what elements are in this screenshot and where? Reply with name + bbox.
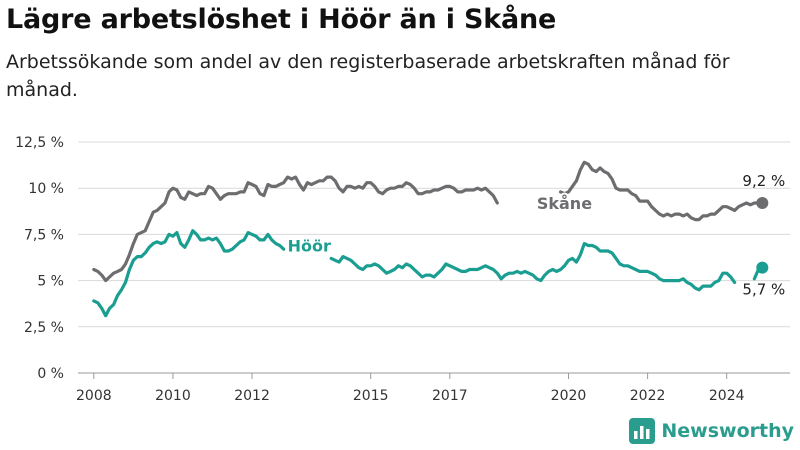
series-end-point xyxy=(756,261,769,274)
series-name-label: Skåne xyxy=(537,194,592,213)
x-axis: 2008 2010 2012 2015 2017 2020 2022 2024 xyxy=(76,373,745,404)
series-line-skane xyxy=(559,160,764,222)
newsworthy-logo: Newsworthy xyxy=(629,418,794,444)
y-tick-label: 0 % xyxy=(37,366,64,382)
bar-chart-icon xyxy=(629,418,656,444)
chart-title: Lägre arbetslöshet i Höör än i Skåne xyxy=(6,4,557,35)
chart-subtitle: Arbetssökande som andel av den registerb… xyxy=(6,51,730,101)
series-name-label: Höör xyxy=(288,236,331,255)
y-tick-label: 10 % xyxy=(28,181,64,197)
series-labels: Skåne 9,2 % Höör 5,7 % xyxy=(286,172,786,299)
series-line-skane xyxy=(92,175,499,283)
y-tick-label: 7,5 % xyxy=(24,227,64,243)
series-end-value: 9,2 % xyxy=(742,172,785,190)
series-end-point xyxy=(756,196,769,209)
y-axis: 0 % 2,5 % 5 % 7,5 % 10 % 12,5 % xyxy=(15,135,64,382)
x-tick-label: 2008 xyxy=(76,388,112,404)
series-end-value: 5,7 % xyxy=(742,281,785,299)
y-tick-label: 12,5 % xyxy=(15,135,64,151)
x-tick-label: 2020 xyxy=(551,388,587,404)
x-tick-label: 2012 xyxy=(234,388,270,404)
series-line-hoor xyxy=(92,229,286,318)
x-tick-label: 2024 xyxy=(709,388,745,404)
x-tick-label: 2010 xyxy=(155,388,191,404)
y-tick-label: 5 % xyxy=(37,274,64,290)
series-lines xyxy=(92,160,769,318)
series-line-hoor xyxy=(329,242,737,292)
grid-lines xyxy=(78,141,790,374)
x-tick-label: 2015 xyxy=(353,388,389,404)
y-tick-label: 2,5 % xyxy=(24,320,64,336)
brand-name: Newsworthy xyxy=(661,420,794,442)
x-tick-label: 2017 xyxy=(432,388,468,404)
x-tick-label: 2022 xyxy=(630,388,666,404)
